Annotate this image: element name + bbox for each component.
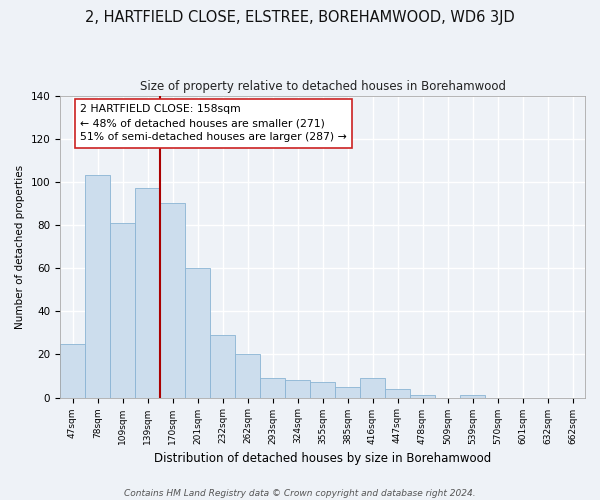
Text: Contains HM Land Registry data © Crown copyright and database right 2024.: Contains HM Land Registry data © Crown c… xyxy=(124,488,476,498)
Bar xyxy=(360,378,385,398)
Bar xyxy=(160,204,185,398)
Bar xyxy=(260,378,285,398)
Bar xyxy=(210,335,235,398)
Bar xyxy=(285,380,310,398)
Bar xyxy=(410,396,435,398)
X-axis label: Distribution of detached houses by size in Borehamwood: Distribution of detached houses by size … xyxy=(154,452,491,465)
Text: 2 HARTFIELD CLOSE: 158sqm
← 48% of detached houses are smaller (271)
51% of semi: 2 HARTFIELD CLOSE: 158sqm ← 48% of detac… xyxy=(80,104,347,142)
Bar xyxy=(385,389,410,398)
Bar xyxy=(185,268,210,398)
Title: Size of property relative to detached houses in Borehamwood: Size of property relative to detached ho… xyxy=(140,80,506,93)
Bar xyxy=(235,354,260,398)
Bar xyxy=(60,344,85,398)
Text: 2, HARTFIELD CLOSE, ELSTREE, BOREHAMWOOD, WD6 3JD: 2, HARTFIELD CLOSE, ELSTREE, BOREHAMWOOD… xyxy=(85,10,515,25)
Bar xyxy=(310,382,335,398)
Bar xyxy=(85,176,110,398)
Bar xyxy=(335,387,360,398)
Bar xyxy=(460,396,485,398)
Bar xyxy=(110,223,135,398)
Bar xyxy=(135,188,160,398)
Y-axis label: Number of detached properties: Number of detached properties xyxy=(15,164,25,328)
